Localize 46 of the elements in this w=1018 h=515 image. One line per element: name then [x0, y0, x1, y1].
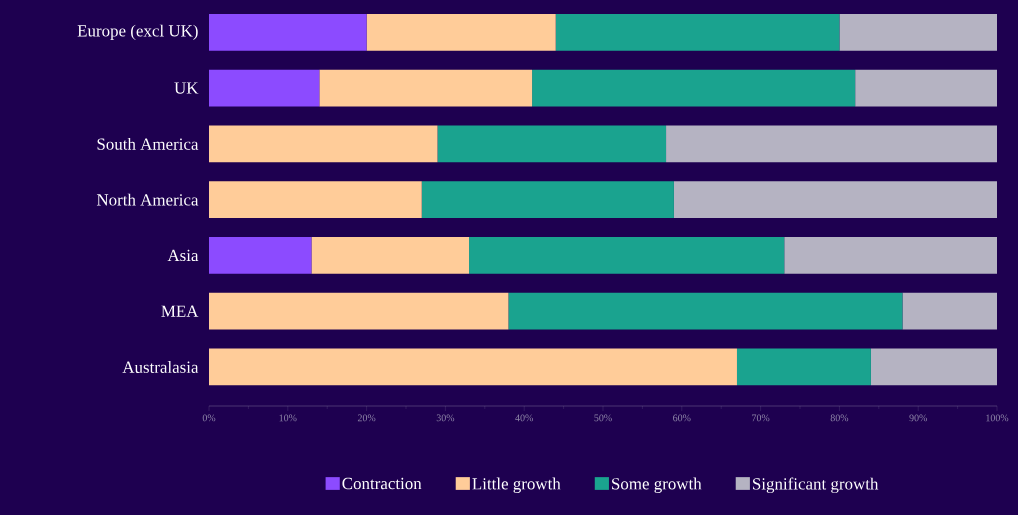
bar [784, 237, 998, 274]
x-tick-label: 100% [986, 414, 1009, 422]
bar [666, 125, 998, 163]
bar [209, 348, 737, 386]
bar [855, 69, 998, 107]
bar [209, 13, 367, 51]
y-tick-label: MEA [161, 305, 199, 317]
bar [736, 348, 871, 386]
x-tick-label: 30% [436, 414, 455, 422]
bar [839, 13, 998, 51]
bar [209, 69, 320, 107]
x-tick-label: 10% [279, 414, 297, 422]
x-tick-label: 70% [752, 414, 770, 422]
bar [508, 292, 903, 330]
x-tick-label: 60% [673, 414, 691, 422]
bar [673, 181, 998, 219]
y-tick-label: Europe (excl UK) [77, 24, 198, 40]
bar [870, 348, 998, 386]
y-tick-label: South America [97, 137, 199, 150]
bar [555, 13, 840, 51]
x-tick-label: 20% [357, 414, 376, 422]
y-tick-label: Asia [167, 249, 199, 262]
y-tick-label: North America [96, 193, 199, 206]
bar [532, 69, 856, 107]
bar [209, 181, 422, 219]
x-tick-label: 0% [202, 414, 216, 422]
x-tick-label: 80% [830, 414, 849, 422]
y-tick-label: UK [174, 82, 199, 94]
bar [209, 292, 509, 330]
legend-label: Little growth [472, 477, 561, 493]
legend-label: Significant growth [753, 477, 879, 494]
legend-label: Contraction [342, 477, 422, 490]
bar [437, 125, 667, 163]
bar [209, 237, 312, 274]
x-tick-label: 40% [515, 414, 534, 422]
bar [209, 125, 438, 163]
bar [469, 237, 785, 274]
y-tick-label: Australasia [122, 361, 199, 373]
bar [421, 181, 674, 219]
bar [902, 292, 998, 330]
x-tick-label: 50% [594, 414, 612, 422]
bar [319, 69, 533, 107]
x-tick-label: 90% [909, 414, 928, 422]
bar [311, 237, 470, 274]
bar [366, 13, 556, 51]
legend-label: Some growth [612, 477, 702, 493]
